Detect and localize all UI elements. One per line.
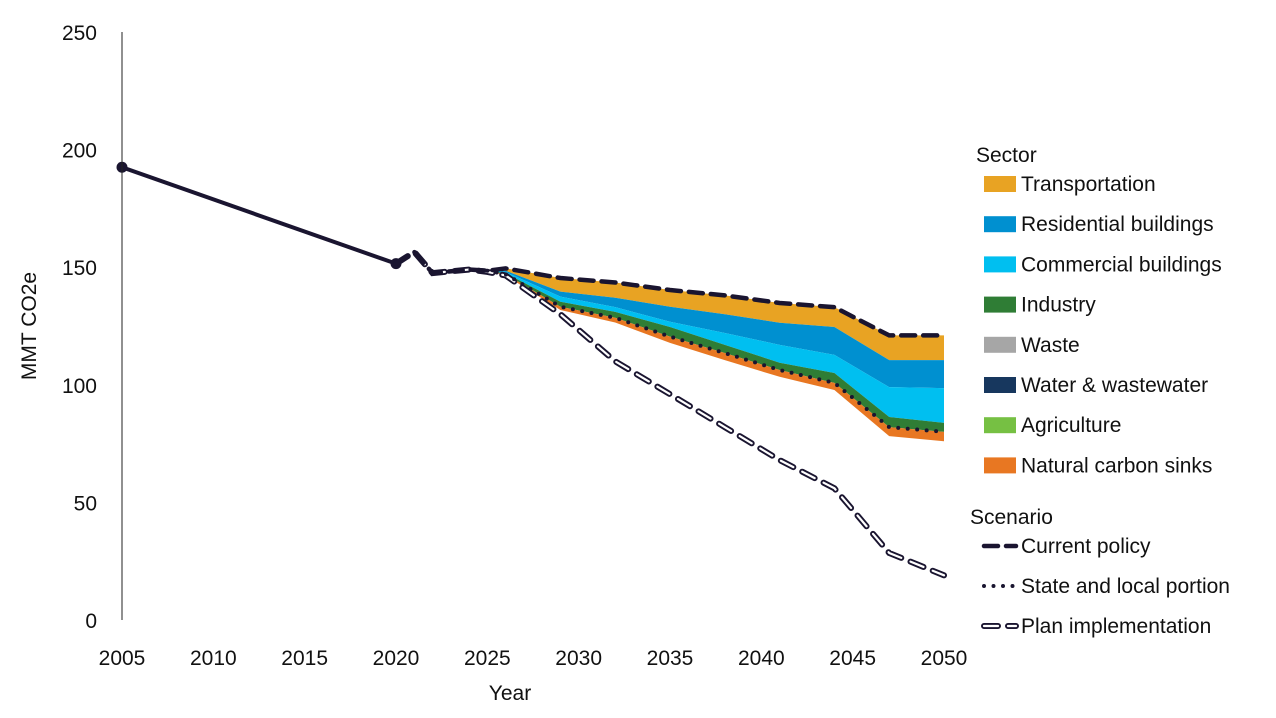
scenario-lines (116, 161, 947, 579)
legend-label: Plan implementation (1021, 615, 1211, 638)
legend-swatch (984, 457, 1016, 474)
legend-label: Residential buildings (1021, 213, 1214, 236)
x-axis-title: Year (489, 682, 531, 705)
legend-item-sector: Transportation (984, 173, 1156, 196)
legend: Sector Scenario Transportation Residentia… (970, 144, 1230, 638)
x-tick-label: 2030 (555, 647, 602, 670)
legend-item-sector: Residential buildings (984, 213, 1214, 236)
x-tick-label: 2005 (99, 647, 146, 670)
legend-label: Natural carbon sinks (1021, 454, 1212, 477)
sector-legend-title: Sector (976, 144, 1037, 167)
area-industry (487, 270, 944, 432)
legend-item-sector: Waste (984, 334, 1080, 357)
x-tick-label: 2025 (464, 647, 511, 670)
x-tick-label: 2050 (921, 647, 968, 670)
legend-swatch (984, 377, 1016, 393)
y-tick-label: 200 (62, 140, 97, 163)
legend-label: Agriculture (1021, 414, 1121, 437)
legend-swatch (984, 216, 1016, 233)
x-tick-label: 2040 (738, 647, 785, 670)
y-tick-label: 50 (74, 492, 97, 515)
legend-label: Water & wastewater (1021, 374, 1208, 397)
y-axis-title: MMT CO2e (18, 272, 41, 380)
legend-label: Commercial buildings (1021, 253, 1222, 276)
y-tick-label: 0 (85, 610, 97, 633)
legend-item-sector: Industry (984, 294, 1096, 317)
legend-item-sector: Commercial buildings (984, 253, 1222, 276)
y-tick-labels: 0 50 100 150 200 250 (62, 22, 97, 633)
legend-swatch (984, 336, 1016, 353)
x-tick-label: 2045 (829, 647, 876, 670)
x-tick-labels: 2005 2010 2015 2020 2025 2030 2035 2040 2045 2050 (99, 647, 968, 670)
historical-line (121, 165, 397, 266)
legend-label: Transportation (1021, 173, 1156, 196)
legend-item-scenario: Current policy (981, 535, 1151, 558)
x-tick-label: 2020 (373, 647, 420, 670)
legend-label: Current policy (1021, 535, 1151, 558)
area-natural-carbon-sinks (487, 270, 944, 442)
legend-swatch (984, 417, 1016, 434)
sector-areas (487, 268, 944, 442)
y-tick-label: 100 (62, 375, 97, 398)
legend-item-scenario: State and local portion (982, 575, 1230, 598)
x-tick-label: 2010 (190, 647, 237, 670)
legend-item-scenario: Plan implementation (981, 615, 1211, 638)
line-current-policy (393, 248, 947, 338)
x-tick-label: 2015 (281, 647, 328, 670)
x-tick-label: 2035 (647, 647, 694, 670)
legend-item-sector: Natural carbon sinks (984, 454, 1212, 477)
legend-item-sector: Water & wastewater (984, 374, 1208, 397)
scenario-legend-title: Scenario (970, 506, 1053, 529)
legend-item-sector: Agriculture (984, 414, 1121, 437)
legend-swatch (984, 256, 1016, 273)
area-commercial-buildings (487, 270, 944, 423)
legend-swatch (984, 176, 1016, 192)
legend-label: Waste (1021, 334, 1080, 357)
area-residential-buildings (487, 270, 944, 389)
y-tick-label: 150 (62, 257, 97, 280)
y-tick-label: 250 (62, 22, 97, 45)
area-transportation (487, 268, 944, 361)
legend-label: State and local portion (1021, 575, 1230, 598)
legend-label: Industry (1021, 294, 1096, 317)
legend-swatch (984, 296, 1016, 313)
